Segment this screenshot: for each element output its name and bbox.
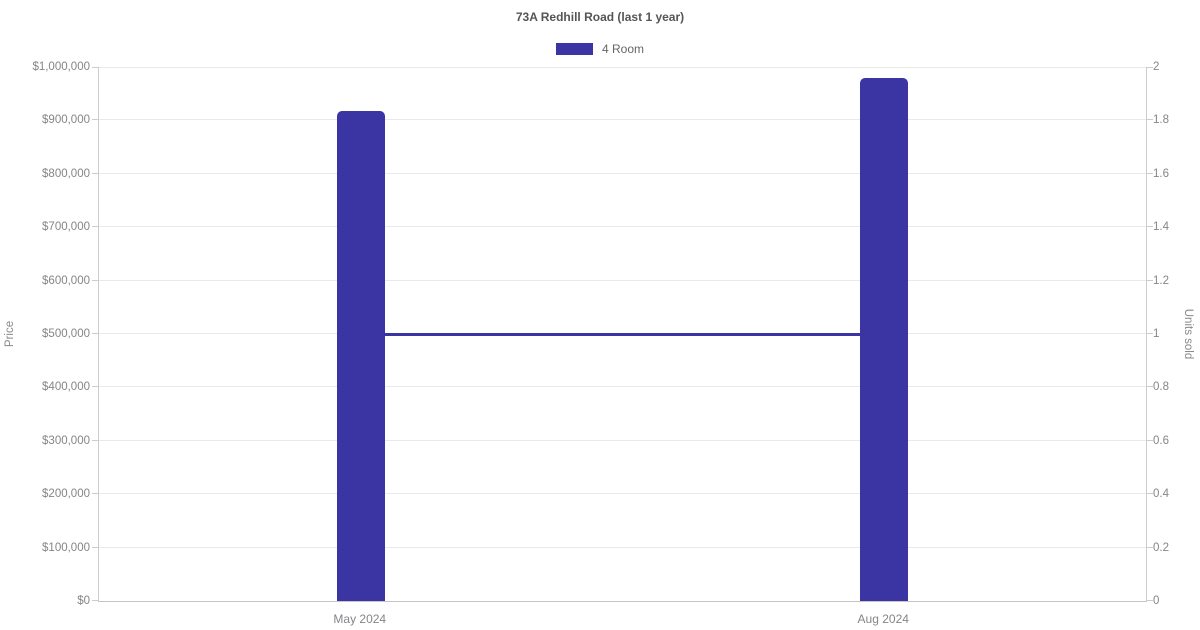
left-axis-tick bbox=[92, 386, 98, 387]
bar-aug-2024[interactable] bbox=[860, 78, 908, 601]
gridline bbox=[99, 547, 1146, 548]
left-axis-tick-label: $1,000,000 bbox=[32, 61, 90, 73]
left-axis-tick-label: $0 bbox=[77, 595, 90, 607]
left-axis-tick bbox=[92, 280, 98, 281]
bar-may-2024[interactable] bbox=[337, 111, 385, 601]
gridline bbox=[99, 280, 1146, 281]
right-axis-tick bbox=[1147, 67, 1153, 68]
right-axis-tick bbox=[1147, 333, 1153, 334]
left-axis-tick bbox=[92, 67, 98, 68]
right-axis-tick-label: 1 bbox=[1153, 328, 1160, 340]
right-axis-tick bbox=[1147, 547, 1153, 548]
units-sold-line bbox=[360, 332, 885, 336]
left-axis-tick-label: $800,000 bbox=[42, 168, 90, 180]
left-axis-tick bbox=[92, 600, 98, 601]
chart-title: 73A Redhill Road (last 1 year) bbox=[515, 10, 685, 24]
right-axis-tick bbox=[1147, 119, 1153, 120]
right-axis-tick-label: 2 bbox=[1153, 61, 1160, 73]
left-axis-tick bbox=[92, 440, 98, 441]
legend-label: 4 Room bbox=[601, 42, 645, 56]
left-axis-tick-label: $700,000 bbox=[42, 221, 90, 233]
right-axis-tick-label: 0.6 bbox=[1153, 435, 1169, 447]
gridline bbox=[99, 173, 1146, 174]
right-axis-tick-label: 0.4 bbox=[1153, 488, 1169, 500]
right-axis-tick-label: 1.6 bbox=[1153, 168, 1169, 180]
gridline bbox=[99, 386, 1146, 387]
left-axis-tick-label: $900,000 bbox=[42, 114, 90, 126]
left-axis-tick bbox=[92, 493, 98, 494]
x-axis-label: Aug 2024 bbox=[857, 612, 909, 626]
left-axis-tick-label: $500,000 bbox=[42, 328, 90, 340]
right-axis-tick bbox=[1147, 440, 1153, 441]
left-axis-tick-label: $400,000 bbox=[42, 381, 90, 393]
right-axis-tick-label: 1.8 bbox=[1153, 114, 1169, 126]
left-axis-tick-label: $200,000 bbox=[42, 488, 90, 500]
right-axis-tick-label: 0.2 bbox=[1153, 542, 1169, 554]
left-axis-tick bbox=[92, 119, 98, 120]
right-axis-tick bbox=[1147, 493, 1153, 494]
right-axis-tick-label: 1.4 bbox=[1153, 221, 1169, 233]
right-axis-tick bbox=[1147, 280, 1153, 281]
left-axis-tick bbox=[92, 547, 98, 548]
left-axis-tick-label: $100,000 bbox=[42, 542, 90, 554]
legend-item-4-room[interactable]: 4 Room bbox=[555, 42, 645, 56]
plot-area bbox=[92, 67, 1153, 602]
legend-swatch-4-room bbox=[555, 43, 593, 55]
left-axis-tick-label: $300,000 bbox=[42, 435, 90, 447]
gridline bbox=[99, 493, 1146, 494]
gridline bbox=[99, 119, 1146, 120]
right-axis-tick bbox=[1147, 600, 1153, 601]
left-axis-tick bbox=[92, 333, 98, 334]
left-axis-tick bbox=[92, 173, 98, 174]
right-axis-tick-label: 0.8 bbox=[1153, 381, 1169, 393]
right-axis-tick-label: 1.2 bbox=[1153, 275, 1169, 287]
right-axis-tick bbox=[1147, 173, 1153, 174]
right-axis-tick-label: 0 bbox=[1153, 595, 1160, 607]
left-axis-tick bbox=[92, 226, 98, 227]
chart-legend: 4 Room bbox=[0, 42, 1200, 56]
gridline bbox=[99, 67, 1146, 68]
left-axis-tick-label: $600,000 bbox=[42, 275, 90, 287]
x-axis-label: May 2024 bbox=[333, 612, 387, 626]
right-axis-tick bbox=[1147, 386, 1153, 387]
gridline bbox=[99, 440, 1146, 441]
right-axis-tick bbox=[1147, 226, 1153, 227]
gridline bbox=[99, 226, 1146, 227]
